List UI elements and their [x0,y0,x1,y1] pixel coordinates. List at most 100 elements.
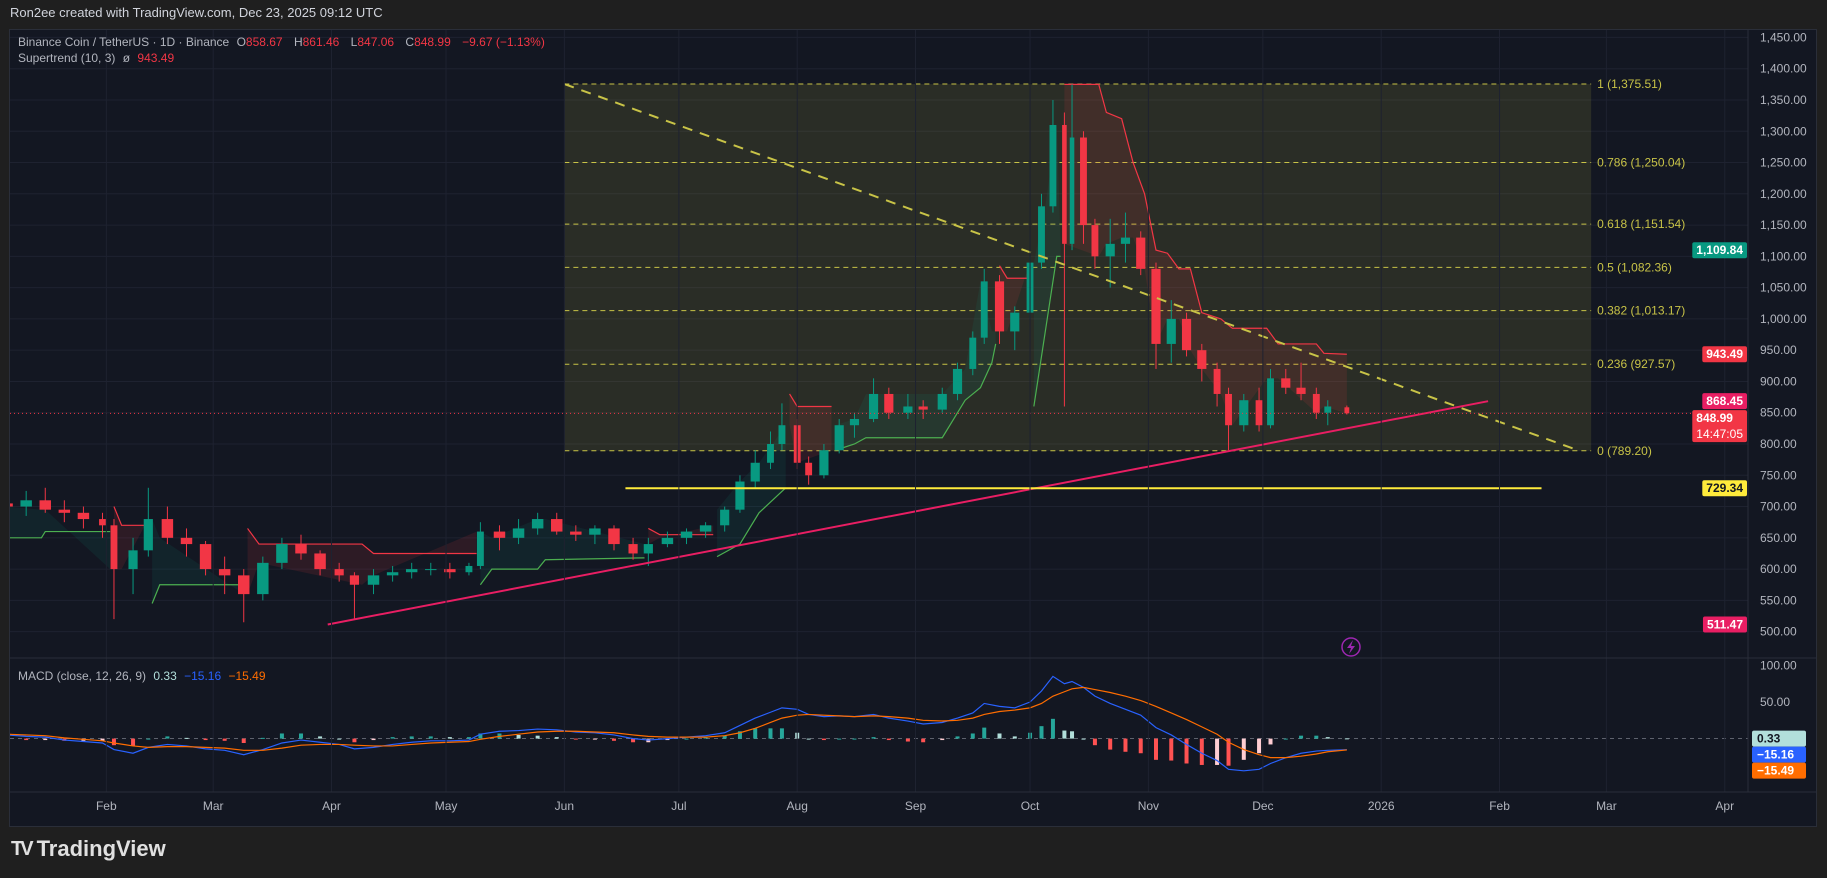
candle-body [512,528,525,538]
candle-body [1120,237,1131,244]
high-value: 861.46 [302,35,340,49]
candle-body [551,519,563,532]
price-badge-label: 511.47 [1707,617,1743,631]
macd-histogram-bar [1154,738,1159,760]
candle-body [476,531,484,566]
macd-histogram-bar [1169,738,1174,761]
candle-body [425,569,437,571]
macd-histogram-bar [516,734,521,739]
supertrend-line-up [151,584,244,604]
macd-badge-label: 0.33 [1757,732,1781,746]
low-label: L [350,35,358,49]
candle-body [778,425,786,444]
candle-body [819,450,829,476]
change-value: −9.67 (−1.13%) [462,35,545,49]
candle-body [680,531,693,538]
candle-body [39,500,51,510]
macd-histogram-bar [298,733,303,739]
price-badge: 729.34 [1702,480,1747,497]
candle-body [465,565,473,573]
price-badge: 1,109.84 [1692,242,1747,259]
price-badge-label: 1,109.84 [1696,243,1743,257]
macd-histogram-bar [409,736,414,739]
candle-body [1080,137,1087,226]
candle-body [608,528,620,545]
macd-legend[interactable]: MACD (close, 12, 26, 9) 0.33 −15.16 −15.… [18,669,270,683]
macd-histogram-bar [241,738,246,743]
price-badge-label: 943.49 [1706,347,1743,361]
price-axis-label: 1,150.00 [1760,218,1807,232]
candle-body [1091,225,1099,257]
candle-body [1281,378,1291,388]
macd-histogram-bar [1070,731,1075,739]
macd-histogram-bar [131,738,136,746]
macd-histogram-bar [222,738,227,741]
macd-histogram-bar [1268,738,1273,745]
time-axis-label: Sep [905,799,927,813]
supertrend-value: 943.49 [137,51,175,65]
tradingview-logo[interactable]: TV TradingView [11,836,166,862]
price-axis-label: 1,250.00 [1760,156,1807,170]
macd-histogram-bar [703,737,708,739]
macd-histogram-bar [1062,730,1067,739]
macd-histogram-bar [684,738,689,740]
price-badge-bg [1692,242,1747,259]
close-value: 848.99 [414,35,451,49]
fib-level-label: 0.382 (1,013.17) [1597,304,1685,318]
macd-histogram-bar [1108,738,1113,750]
macd-histogram-bar [371,738,376,741]
macd-histogram-bar [1314,735,1319,739]
candle-body [805,462,813,476]
lightning-icon-circle [1341,637,1361,657]
candle-body [77,512,90,520]
candle-body [161,519,174,538]
low-value: 847.06 [357,35,395,49]
candle-body [128,550,138,570]
candle-body [903,406,913,413]
macd-signal-value: −15.49 [228,669,266,683]
macd-histogram-bar [768,728,773,739]
price-badge: 943.49 [1702,346,1747,363]
macd-histogram-bar [1050,718,1055,739]
symbol-title[interactable]: Binance Coin / TetherUS · 1D · Binance [18,35,230,49]
fib-level-label: 1 (1,375.51) [1597,77,1662,91]
candle-body [405,569,418,573]
fib-level-label: 0.618 (1,151.54) [1597,217,1685,231]
macd-histogram-bar [1299,735,1304,739]
supertrend-legend[interactable]: Supertrend (10, 3) ø 943.49 [18,51,178,65]
supertrend-line-down [998,265,1031,279]
supertrend-fill [999,262,1031,332]
macd-histogram-bar [146,738,151,740]
macd-histogram-bar [43,738,48,741]
macd-pane [5,675,1748,772]
candle-body [276,544,288,563]
macd-histogram-bar [611,738,616,741]
macd-histogram-bar [5,739,9,740]
macd-histogram-bar [886,738,891,741]
price-axis-label: 750.00 [1760,468,1797,482]
macd-histogram-bar [982,727,987,739]
macd-histogram-bar [1226,738,1231,766]
price-axis-label: 650.00 [1760,531,1797,545]
time-axis-label: Feb [1489,799,1510,813]
price-axis-label: 950.00 [1760,343,1797,357]
open-value: 858.67 [245,35,283,49]
supertrend-line-up [479,557,645,586]
candle-body [10,503,13,507]
macd-line [10,675,1347,772]
chart-credit: Ron2ee created with TradingView.com, Dec… [10,5,383,20]
macd-histogram-bar [428,736,433,739]
macd-histogram-bar [871,737,876,739]
macd-histogram-bar [1344,738,1349,740]
macd-histogram-bar [100,738,105,741]
lightning-icon[interactable] [1341,637,1361,657]
macd-badge [1752,746,1806,763]
price-badge-label: 729.34 [1706,481,1743,495]
price-axis-label: 1,350.00 [1760,93,1807,107]
candle-body [937,393,947,410]
supertrend-symbol: ø [122,51,131,65]
time-axis-label: Nov [1138,799,1159,813]
macd-histogram-bar [165,736,170,739]
time-axis-label: Dec [1252,799,1273,813]
